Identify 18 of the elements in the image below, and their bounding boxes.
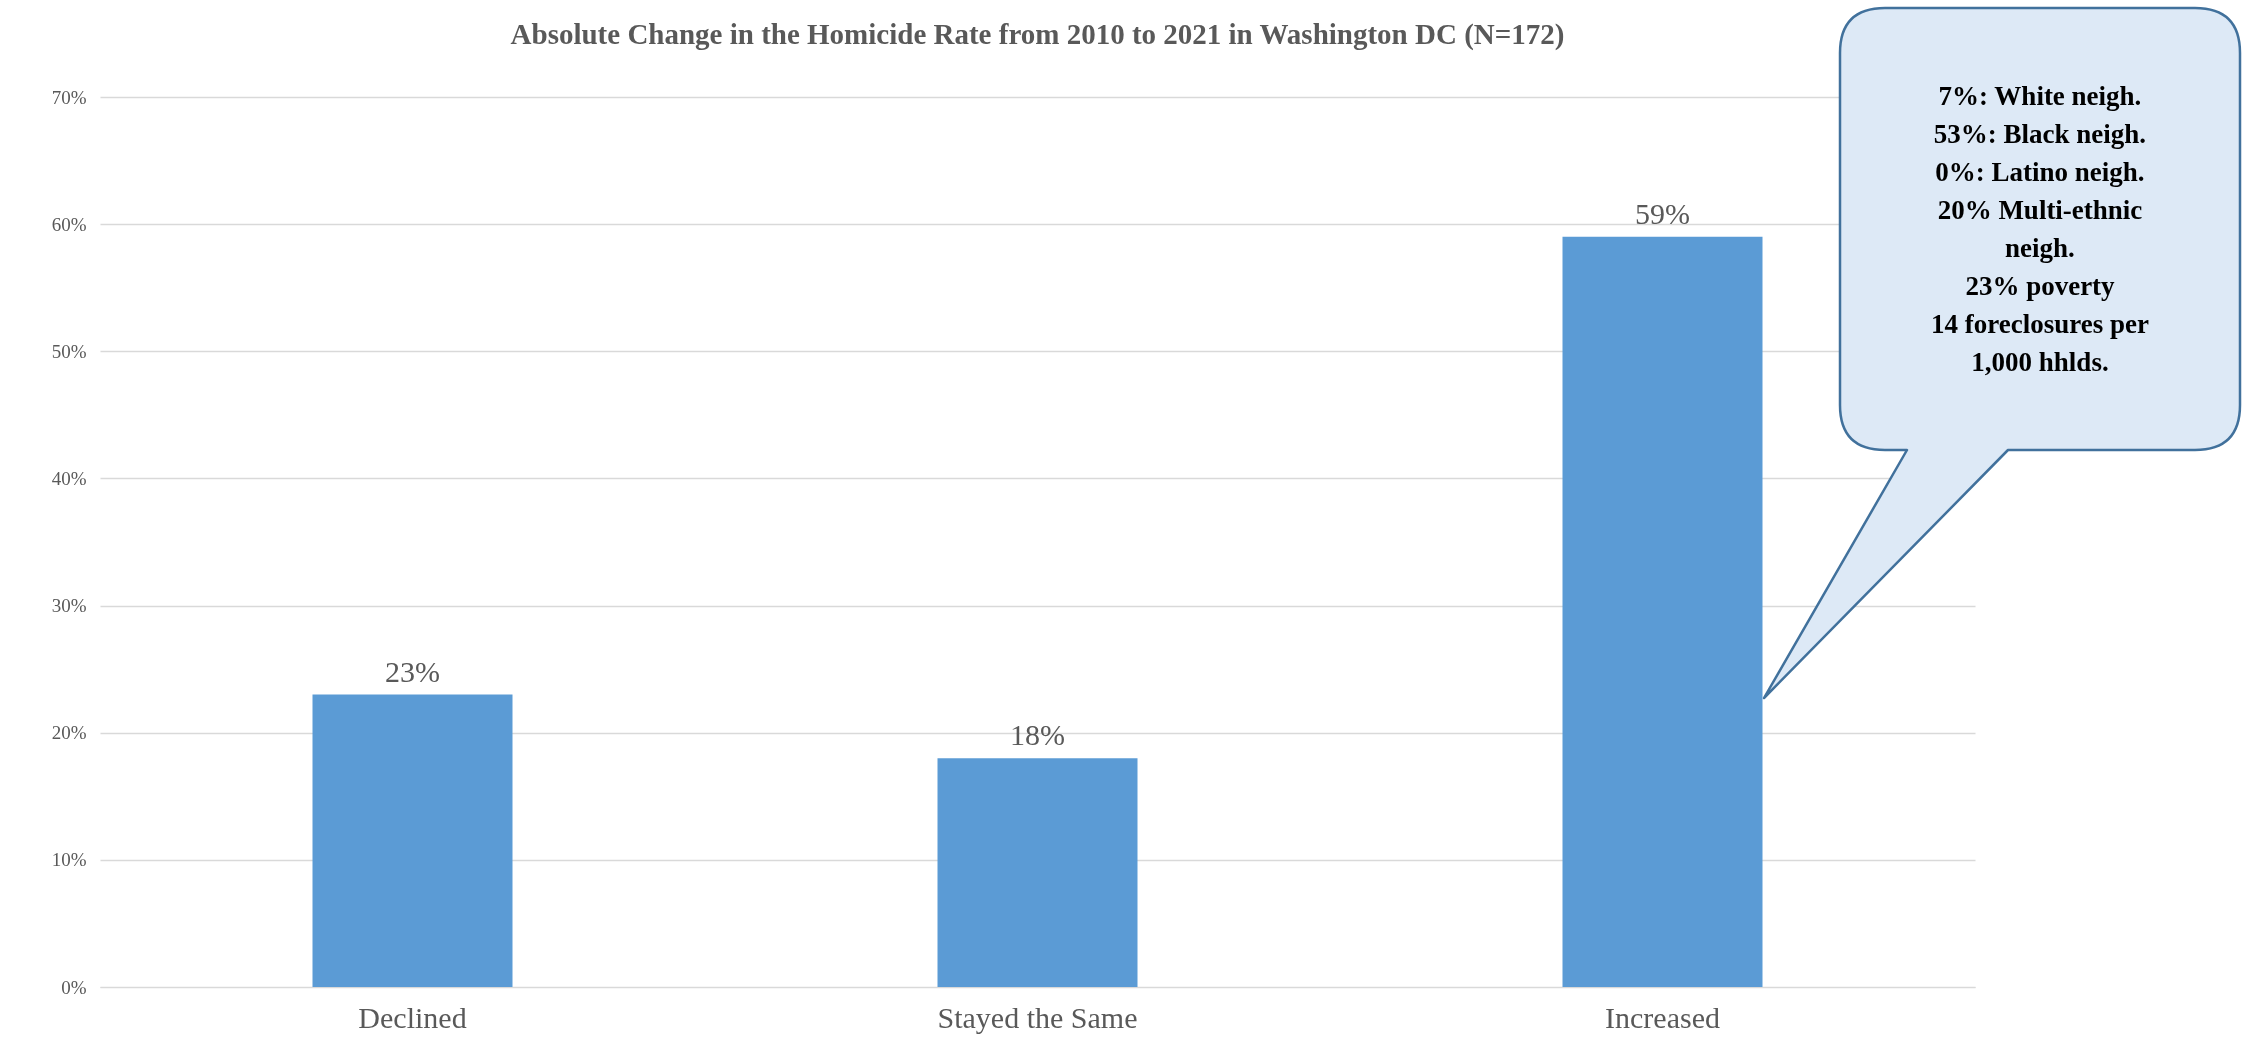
y-tick-label: 50% [51,340,87,362]
bar [937,758,1138,987]
data-label: 18% [1010,718,1065,752]
y-tick-label: 30% [51,595,87,617]
chart-title: Absolute Change in the Homicide Rate from 2010 to 2021 in Washington DC (N=172) [510,18,1565,51]
annotation: 7%: White neigh. 53%: Black neigh. 0%: Latino neigh. 20% Multi-ethnic neigh. 23% poverty 14 foreclosures per 1,000 hhlds. [1930,80,2150,379]
x-tick-label: Declined [358,1000,467,1034]
x-tick-label: Stayed the Same [937,1000,1138,1034]
y-tick-label: 70% [51,86,87,108]
y-tick-label: 20% [51,722,87,744]
bar [312,694,513,987]
y-tick-label: 10% [51,849,87,871]
data-label: 59% [1635,196,1690,230]
x-tick-label: Increased [1605,1000,1720,1034]
y-tick-label: 40% [51,467,87,489]
y-tick-label: 0% [61,976,87,998]
y-tick-label: 60% [51,213,87,235]
data-label: 23% [385,654,440,688]
